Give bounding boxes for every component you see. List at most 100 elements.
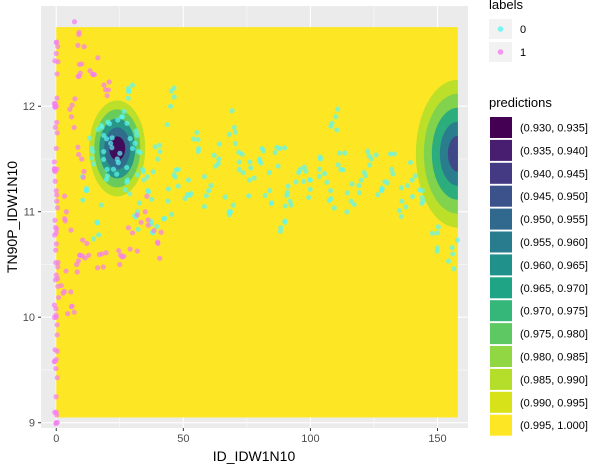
- data-point: [275, 163, 281, 169]
- data-point: [301, 164, 307, 170]
- data-point: [124, 120, 130, 126]
- data-point: [125, 225, 131, 231]
- data-point: [230, 202, 236, 208]
- data-point: [80, 237, 86, 243]
- data-point: [75, 73, 81, 79]
- data-point: [454, 237, 461, 243]
- data-point: [161, 216, 167, 222]
- legend-swatch: [490, 300, 512, 322]
- data-point: [53, 394, 59, 400]
- data-point: [53, 145, 59, 152]
- legend-label: (0.930, 0.935]: [520, 123, 588, 135]
- data-point: [260, 148, 267, 154]
- data-point: [398, 185, 405, 191]
- data-point: [127, 246, 133, 252]
- data-point: [185, 177, 192, 183]
- data-point: [284, 189, 290, 195]
- data-point: [106, 79, 112, 85]
- data-point: [328, 188, 334, 194]
- data-point: [226, 131, 232, 137]
- data-point: [71, 309, 77, 315]
- contour-level: [447, 135, 458, 172]
- data-point: [141, 177, 147, 183]
- legend-swatch: [490, 231, 512, 253]
- data-point: [344, 190, 350, 196]
- data-point: [307, 186, 313, 192]
- data-point: [356, 190, 363, 196]
- data-point: [247, 159, 253, 165]
- data-point: [175, 183, 181, 189]
- scatter-points: [51, 19, 461, 427]
- data-point: [344, 209, 350, 215]
- prediction-region: [56, 27, 458, 418]
- data-point: [379, 187, 385, 193]
- data-point: [144, 174, 150, 180]
- data-point: [333, 114, 339, 120]
- data-point: [51, 358, 57, 365]
- data-point: [157, 149, 163, 155]
- data-point: [156, 142, 163, 148]
- data-point: [79, 156, 85, 162]
- data-point: [168, 103, 174, 109]
- data-point: [409, 193, 416, 200]
- data-point: [114, 171, 120, 177]
- data-point: [150, 169, 156, 175]
- data-point: [445, 258, 452, 264]
- data-point: [58, 282, 64, 289]
- data-point: [81, 44, 87, 50]
- data-point: [267, 188, 273, 194]
- legend-label: (0.975, 0.980]: [520, 329, 588, 341]
- data-point: [389, 166, 395, 173]
- data-point: [55, 294, 62, 301]
- data-point: [110, 166, 117, 172]
- data-point: [80, 197, 86, 203]
- data-point: [132, 140, 138, 146]
- data-point: [168, 211, 175, 217]
- data-point: [216, 141, 222, 147]
- y-axis-title: TN90P_IDW1N10: [4, 161, 20, 273]
- legend-label: 0: [520, 24, 526, 36]
- data-point: [54, 205, 61, 211]
- data-point: [53, 224, 59, 230]
- series-1: [51, 19, 164, 427]
- data-point: [90, 149, 96, 155]
- data-point: [135, 172, 141, 178]
- data-point: [80, 174, 86, 180]
- x-axis: 0 50 100 150: [53, 428, 447, 445]
- data-point: [266, 169, 273, 176]
- data-point: [68, 227, 74, 233]
- data-point: [76, 151, 82, 158]
- data-point: [326, 197, 332, 204]
- data-point: [316, 173, 323, 179]
- data-point: [351, 201, 357, 208]
- data-point: [75, 258, 82, 264]
- data-point: [53, 50, 59, 57]
- data-point: [303, 168, 309, 174]
- data-point: [124, 179, 130, 185]
- data-point: [361, 169, 367, 176]
- legend-label: (0.990, 0.995]: [520, 397, 588, 409]
- data-point: [404, 182, 411, 189]
- data-point: [165, 198, 171, 204]
- data-point: [101, 132, 107, 139]
- data-point: [100, 156, 107, 163]
- data-point: [117, 261, 123, 268]
- data-point: [55, 264, 61, 270]
- data-point: [232, 129, 239, 135]
- data-point: [206, 188, 212, 194]
- data-point: [122, 187, 128, 193]
- data-point: [84, 240, 90, 246]
- x-tick-label: 50: [177, 433, 189, 445]
- data-point: [52, 124, 59, 130]
- data-point: [158, 229, 164, 235]
- data-point: [135, 226, 141, 232]
- data-point: [136, 200, 143, 206]
- data-point: [91, 236, 97, 242]
- data-point: [133, 128, 139, 134]
- data-point: [52, 232, 58, 238]
- data-point: [194, 129, 200, 136]
- contour-hotspot: [415, 79, 458, 228]
- data-point: [246, 177, 253, 183]
- y-axis: 9 10 11 12: [23, 101, 41, 430]
